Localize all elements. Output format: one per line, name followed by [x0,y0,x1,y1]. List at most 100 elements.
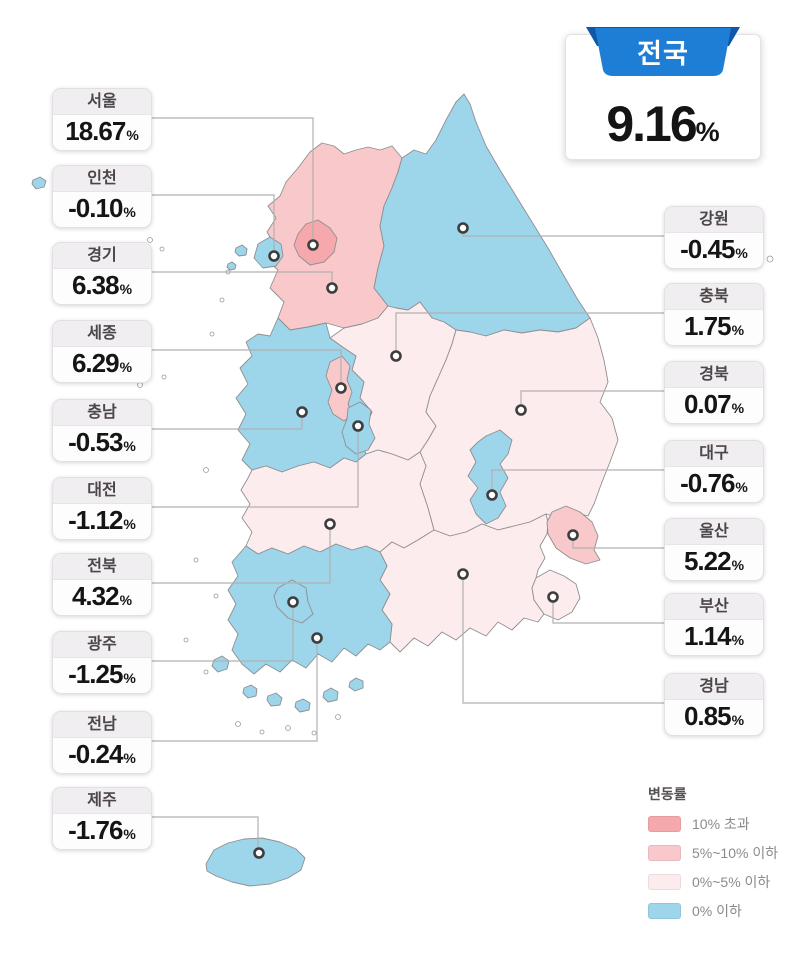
region-value-number: -1.25 [68,659,123,689]
region-card-gyeongnam: 경남 0.85% [664,673,764,737]
legend-item: 0% 이하 [648,902,798,919]
legend-item: 0%~5% 이하 [648,873,798,890]
region-card-jeonnam: 전남 -0.24% [52,711,152,775]
region-name: 충북 [665,284,763,310]
national-value-number: 9.16 [606,96,697,152]
leader-jeonbuk [150,529,331,584]
region-value: -0.53% [53,426,151,461]
percent-sign: % [123,670,136,686]
leader-gyeonggi [150,271,333,284]
region-value: 4.32% [53,580,151,615]
marker-gyeongnam [457,568,469,580]
region-value: 6.29% [53,347,151,382]
legend-label: 10% 초과 [692,815,750,832]
region-value: -0.24% [53,738,151,773]
region-card-sejong: 세종 6.29% [52,320,152,384]
leader-gangwon [462,233,664,237]
region-value: -1.76% [53,814,151,849]
region-value: -1.12% [53,504,151,539]
region-value-number: -0.53 [68,427,123,457]
region-value-number: -1.76 [68,815,123,845]
leader-busan [552,602,664,624]
marker-chungnam [296,406,308,418]
national-total-card: 전국 9.16% [565,27,761,160]
legend-swatch-over10 [648,815,681,832]
region-value-number: 18.67 [65,116,126,146]
legend-item: 5%~10% 이하 [648,844,798,861]
region-card-gyeonggi: 경기 6.38% [52,242,152,306]
region-name: 제주 [53,788,151,814]
region-card-chungbuk: 충북 1.75% [664,283,764,347]
region-value: -0.45% [665,233,763,268]
region-card-busan: 부산 1.14% [664,593,764,657]
legend-item: 10% 초과 [648,815,798,832]
region-value: 1.14% [665,620,763,655]
region-value-number: -0.76 [680,468,735,498]
marker-chungbuk [390,350,402,362]
percent-sign: % [731,712,745,728]
leader-lines [150,117,664,848]
region-value: -0.10% [53,192,151,227]
marker-gangwon [457,222,469,234]
region-card-daejeon: 대전 -1.12% [52,477,152,541]
island-dokdo [766,255,774,263]
leader-sejong [150,349,342,383]
percent-sign: % [731,322,745,338]
percent-sign: % [123,750,136,766]
legend-swatch-below0 [648,902,681,919]
region-name: 경남 [665,674,763,700]
marker-ulsan [567,529,579,541]
region-name: 경북 [665,362,763,388]
region-name: 경기 [53,243,151,269]
percent-sign: % [731,632,745,648]
percent-sign: % [731,400,745,416]
region-name: 강원 [665,207,763,233]
region-value: -1.25% [53,658,151,693]
region-card-seoul: 서울 18.67% [52,88,152,152]
map-region-gyeongbuk [419,317,619,537]
leader-incheon [150,194,275,251]
region-value-number: -0.45 [680,234,735,264]
region-value-number: 1.14 [683,621,732,651]
region-value-number: 6.29 [71,348,120,378]
region-value-number: -1.12 [68,505,123,535]
leader-jeju [150,816,259,848]
region-value-number: -0.10 [68,193,123,223]
marker-jeonnam [311,632,323,644]
region-card-jeju: 제주 -1.76% [52,787,152,851]
percent-sign: % [123,204,136,220]
map-region-gangwon [373,93,591,337]
marker-daegu [486,489,498,501]
marker-gyeonggi [326,282,338,294]
legend-swatch-0to5 [648,873,681,890]
leader-daegu [491,469,664,490]
region-card-incheon: 인천 -0.10% [52,165,152,229]
region-name: 서울 [53,89,151,115]
marker-gyeongbuk [515,404,527,416]
national-value: 9.16% [566,99,760,149]
percent-sign: % [123,438,136,454]
region-value: 0.07% [665,388,763,423]
percent-sign: % [735,245,748,261]
percent-sign: % [119,281,133,297]
percent-sign: % [123,826,136,842]
legend-label: 0% 이하 [692,902,742,919]
leader-gyeongnam [462,579,664,704]
region-name: 전남 [53,712,151,738]
region-value: 0.85% [665,700,763,735]
map-region-daegu [467,429,513,525]
region-value: 18.67% [53,115,151,150]
percent-sign: % [126,127,139,143]
region-value: -0.76% [665,467,763,502]
region-name: 대구 [665,441,763,467]
region-value-number: 5.22 [683,546,732,576]
region-card-gyeongbuk: 경북 0.07% [664,361,764,425]
marker-busan [547,591,559,603]
region-card-jeonbuk: 전북 4.32% [52,553,152,617]
region-value-number: 0.07 [683,389,732,419]
marker-sejong [335,382,347,394]
region-card-chungnam: 충남 -0.53% [52,399,152,463]
percent-sign: % [735,479,748,495]
